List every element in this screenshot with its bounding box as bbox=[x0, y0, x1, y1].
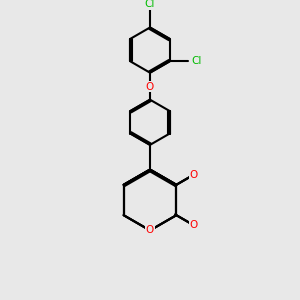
Text: O: O bbox=[146, 225, 154, 236]
Text: O: O bbox=[190, 169, 198, 180]
Text: Cl: Cl bbox=[145, 0, 155, 9]
Text: O: O bbox=[146, 82, 154, 92]
Text: O: O bbox=[190, 220, 198, 230]
Text: Cl: Cl bbox=[191, 56, 202, 66]
